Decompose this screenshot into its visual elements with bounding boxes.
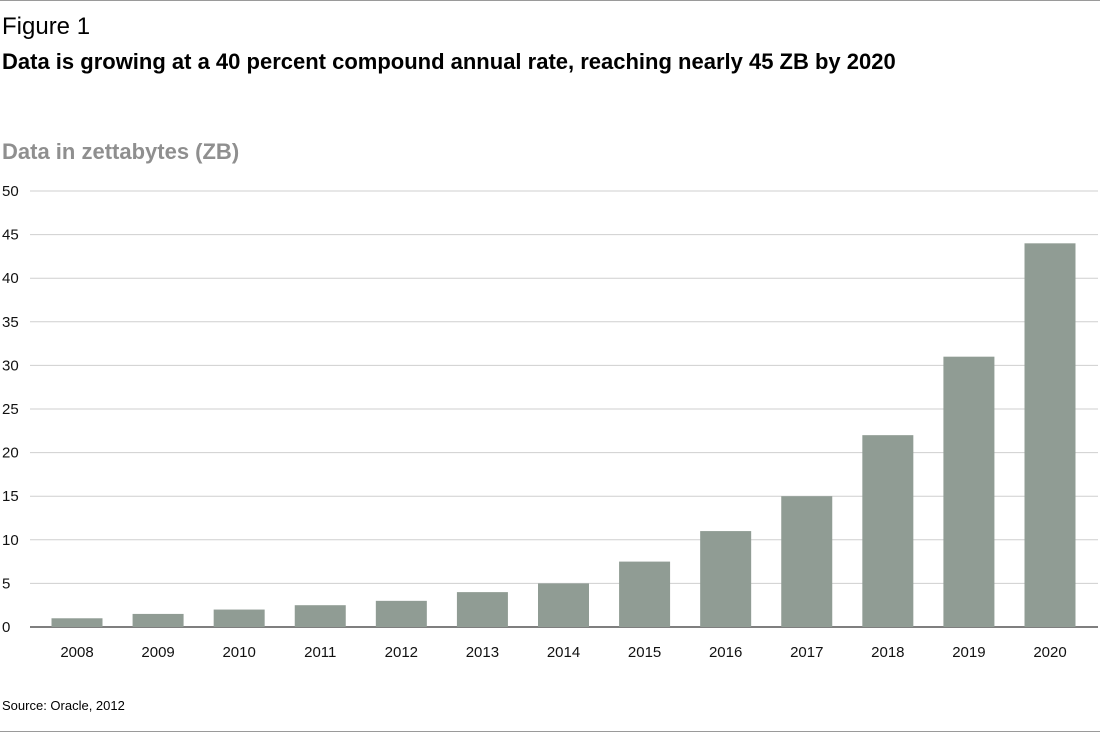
x-tick-label-2010: 2010 bbox=[222, 644, 255, 661]
figure-label: Figure 1 bbox=[2, 13, 91, 40]
x-tick-label-2014: 2014 bbox=[547, 644, 580, 661]
y-tick-label-5: 5 bbox=[2, 575, 10, 592]
y-tick-label-10: 10 bbox=[2, 532, 19, 549]
bar-chart: 0 5 10 15 20 25 30 35 40 45 50 2008 2009 2010 2011 201… bbox=[2, 183, 1098, 661]
bar-2018 bbox=[862, 435, 914, 627]
y-tick-label-25: 25 bbox=[2, 401, 19, 418]
y-tick-label-50: 50 bbox=[2, 183, 19, 200]
x-tick-label-2011: 2011 bbox=[304, 644, 336, 661]
gridlines bbox=[30, 190, 1098, 628]
x-tick-label-2018: 2018 bbox=[871, 644, 904, 661]
y-tick-label-40: 40 bbox=[2, 270, 19, 287]
bar-2012 bbox=[375, 600, 427, 627]
bar-2017 bbox=[781, 496, 833, 627]
x-tick-label-2019: 2019 bbox=[952, 644, 985, 661]
y-tick-label-45: 45 bbox=[2, 227, 19, 244]
y-tick-label-20: 20 bbox=[2, 445, 19, 462]
x-tick-label-2020: 2020 bbox=[1033, 644, 1066, 661]
bar-2014 bbox=[538, 583, 589, 627]
y-tick-label-35: 35 bbox=[2, 314, 19, 331]
source-note: Source: Oracle, 2012 bbox=[2, 698, 125, 713]
x-tick-label-2009: 2009 bbox=[141, 644, 174, 661]
bar-2013 bbox=[456, 592, 508, 627]
bar-2019 bbox=[943, 356, 995, 627]
y-tick-labels: 0 5 10 15 20 25 30 35 40 45 50 bbox=[2, 183, 19, 636]
y-tick-label-15: 15 bbox=[2, 488, 19, 505]
y-tick-label-30: 30 bbox=[2, 357, 19, 374]
bar-2011 bbox=[294, 605, 346, 627]
x-tick-label-2017: 2017 bbox=[790, 644, 823, 661]
bar-2020 bbox=[1024, 243, 1076, 627]
bar-2009 bbox=[132, 613, 184, 627]
x-tick-label-2012: 2012 bbox=[385, 644, 418, 661]
x-tick-labels: 2008 2009 2010 2011 2012 2013 2014 2015 2016 2017… bbox=[60, 644, 1066, 661]
bar-2008 bbox=[51, 618, 103, 627]
x-tick-label-2013: 2013 bbox=[466, 644, 499, 661]
top-rule bbox=[0, 0, 1100, 1]
bar-2016 bbox=[700, 531, 752, 627]
x-tick-label-2015: 2015 bbox=[628, 644, 661, 661]
x-tick-label-2016: 2016 bbox=[709, 644, 742, 661]
bar-2015 bbox=[619, 561, 671, 627]
bottom-rule bbox=[0, 731, 1100, 732]
y-axis-title: Data in zettabytes (ZB) bbox=[2, 139, 240, 164]
x-tick-label-2008: 2008 bbox=[60, 644, 93, 661]
chart-title: Data is growing at a 40 percent compound… bbox=[2, 49, 896, 74]
bars bbox=[51, 243, 1076, 627]
bar-2010 bbox=[213, 609, 265, 627]
y-tick-label-0: 0 bbox=[2, 619, 10, 636]
